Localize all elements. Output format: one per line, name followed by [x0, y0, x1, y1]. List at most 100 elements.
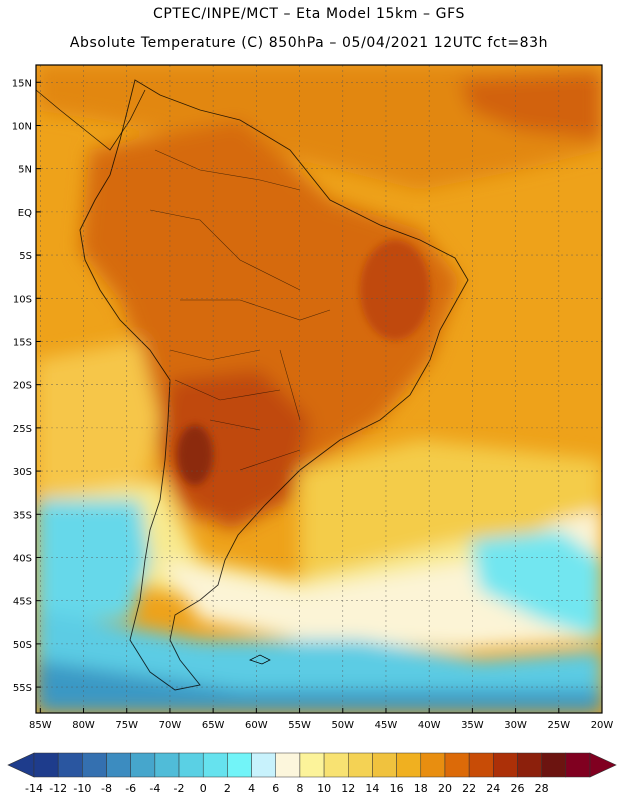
legend-level-label: -2 [174, 782, 185, 795]
legend-level-label: 14 [365, 782, 379, 795]
temperature-map: 15N 10N 5N EQ 5S 10S 15S 20S 25S 30S 35S 40S 45S 50S 5… [12, 64, 613, 731]
legend-level-label: 22 [462, 782, 476, 795]
lat-lon-grid [36, 65, 603, 713]
legend-swatch [106, 752, 131, 778]
legend-swatch [275, 752, 301, 778]
lon-label: 45W [375, 720, 398, 731]
legend-swatch [57, 752, 83, 778]
lat-label: 40S [13, 553, 32, 564]
legend-level-label: 8 [296, 782, 303, 795]
lat-label: 10S [13, 294, 32, 305]
legend-level-label: -12 [49, 782, 67, 795]
lon-label: 50W [331, 720, 354, 731]
legend-swatch [396, 752, 422, 778]
legend-swatch [82, 752, 107, 778]
legend-swatch [33, 752, 59, 778]
lat-label: 15N [12, 78, 32, 89]
legend-arrow-high [589, 752, 617, 778]
legend-swatch [323, 752, 349, 778]
field-chaco-hot [160, 370, 310, 530]
field-hotspot-andes [177, 425, 213, 485]
legend-swatch [444, 752, 470, 778]
legend-swatch [565, 752, 591, 778]
legend-level-label: 28 [535, 782, 549, 795]
map-title-line2: Absolute Temperature (C) 850hPa – 05/04/… [69, 35, 549, 51]
legend-level-label: -4 [149, 782, 160, 795]
color-legend: -14 -12 -10 -8 -6 -4 -2 0 2 4 6 8 10 12 14 16 18 20 22 24 26… [7, 752, 617, 795]
lon-label: 25W [547, 720, 570, 731]
coastline-central-america [35, 89, 146, 151]
lon-label: 65W [202, 720, 225, 731]
lat-label: 10N [12, 121, 32, 132]
legend-swatch [541, 752, 567, 778]
lon-label: 35W [461, 720, 484, 731]
coastline-south-america [79, 79, 469, 691]
lat-label: 30S [13, 467, 32, 478]
lat-label: 5N [18, 165, 32, 176]
legend-swatch [178, 752, 204, 778]
legend-bar [7, 752, 617, 778]
lon-label: 85W [29, 720, 52, 731]
legend-level-label: 16 [390, 782, 404, 795]
legend-swatch [130, 752, 156, 778]
legend-swatch [468, 752, 494, 778]
lon-label: 20W [591, 720, 614, 731]
legend-swatch [202, 752, 228, 778]
lon-label: 60W [245, 720, 268, 731]
lon-label: 40W [418, 720, 441, 731]
map-title-line1: CPTEC/INPE/MCT – Eta Model 15km – GFS [152, 6, 466, 22]
legend-level-label: 20 [438, 782, 452, 795]
lat-label: 50S [13, 640, 32, 651]
lat-label: 20S [13, 381, 32, 392]
legend-level-label: -8 [101, 782, 112, 795]
legend-level-label: 18 [414, 782, 428, 795]
lat-label: EQ [18, 208, 32, 219]
legend-level-label: 6 [272, 782, 279, 795]
field-pacific-cold [36, 500, 150, 620]
lon-label: 30W [504, 720, 527, 731]
lat-label: 5S [19, 251, 32, 262]
lon-label: 55W [288, 720, 311, 731]
longitude-labels: 85W 80W 75W 70W 65W 60W 55W 50W 45W 40W 35W 30W 25W 2… [29, 720, 613, 731]
legend-level-label: 24 [486, 782, 500, 795]
legend-level-label: -10 [73, 782, 91, 795]
legend-level-label: -14 [25, 782, 43, 795]
lon-label: 70W [159, 720, 182, 731]
lat-label: 35S [13, 510, 32, 521]
borders [149, 149, 331, 471]
falkland-islands [249, 654, 271, 665]
legend-level-label: 2 [224, 782, 231, 795]
field-southern-colder [36, 660, 602, 713]
legend-swatch [251, 752, 276, 778]
lon-label: 80W [72, 720, 95, 731]
legend-swatch [420, 752, 446, 778]
legend-level-label: 0 [200, 782, 207, 795]
field-north-warm [36, 65, 602, 190]
legend-swatch [299, 752, 325, 778]
legend-swatch [493, 752, 518, 778]
field-atlantic-hot [460, 72, 602, 140]
lat-label: 15S [13, 337, 32, 348]
legend-level-label: -6 [125, 782, 136, 795]
lat-label: 25S [13, 424, 32, 435]
legend-level-label: 4 [248, 782, 255, 795]
field-coast-cool [36, 340, 160, 500]
legend-swatch [154, 752, 180, 778]
lat-label: 55S [13, 683, 32, 694]
field-hotspot-brazil [360, 240, 430, 340]
lat-label: 45S [13, 597, 32, 608]
legend-swatch [517, 752, 542, 778]
legend-level-label: 12 [341, 782, 355, 795]
legend-level-label: 26 [510, 782, 524, 795]
legend-level-label: 10 [317, 782, 331, 795]
legend-swatch [372, 752, 397, 778]
lon-label: 75W [115, 720, 138, 731]
latitude-labels: 15N 10N 5N EQ 5S 10S 15S 20S 25S 30S 35S 40S 45S 50S 5… [12, 78, 32, 694]
legend-labels: -14 -12 -10 -8 -6 -4 -2 0 2 4 6 8 10 12 14 16 18 20 22 24 26… [25, 782, 549, 795]
legend-arrow-low [7, 752, 35, 778]
field-cream-band [160, 510, 602, 650]
temperature-field [36, 65, 602, 713]
legend-swatch [227, 752, 252, 778]
map-frame [35, 64, 603, 714]
legend-swatch [348, 752, 373, 778]
